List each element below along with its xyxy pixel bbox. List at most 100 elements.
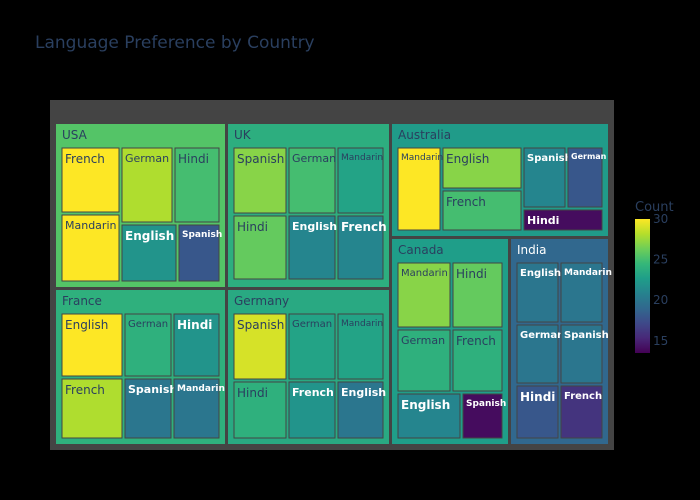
tile-india-mandarin[interactable] bbox=[560, 262, 603, 323]
tile-germany-hindi[interactable] bbox=[233, 381, 287, 439]
country-uk[interactable]: UK Spanish German Mandarin Hindi English Frenc… bbox=[228, 124, 389, 287]
tile-canada-french[interactable] bbox=[452, 329, 503, 392]
tile-germany-german[interactable] bbox=[288, 313, 336, 380]
tile-australia-hindi[interactable] bbox=[523, 209, 603, 231]
tile-canada-english[interactable] bbox=[397, 393, 461, 439]
tile-usa-hindi[interactable] bbox=[174, 147, 220, 223]
tile-label: Mandarin bbox=[65, 219, 117, 232]
tile-label: Mandarin bbox=[401, 268, 448, 279]
tile-label: German bbox=[401, 334, 445, 347]
tile-label: Spanish bbox=[527, 153, 572, 164]
tile-label: French bbox=[564, 391, 602, 402]
tile-label: Hindi bbox=[456, 267, 487, 281]
tile-india-german[interactable] bbox=[516, 324, 559, 384]
tile-usa-german[interactable] bbox=[121, 147, 173, 223]
tile-label: Hindi bbox=[237, 386, 268, 400]
tile-usa-french[interactable] bbox=[61, 147, 120, 213]
tile-germany-french[interactable] bbox=[288, 381, 336, 439]
tile-india-hindi[interactable] bbox=[516, 385, 559, 439]
tile-label: Spanish bbox=[237, 152, 284, 166]
tile-label: Spanish bbox=[466, 399, 506, 409]
tile-usa-mandarin[interactable] bbox=[61, 214, 120, 282]
tile-label: German bbox=[292, 319, 332, 330]
tile-france-mandarin[interactable] bbox=[173, 378, 220, 439]
tile-australia-mandarin[interactable] bbox=[397, 147, 441, 231]
tile-label: Mandarin bbox=[564, 268, 612, 278]
tile-australia-spanish[interactable] bbox=[523, 147, 566, 208]
tile-label: Mandarin bbox=[177, 384, 225, 394]
colorbar-gradient bbox=[635, 219, 650, 353]
tile-label: French bbox=[446, 195, 486, 209]
country-label: UK bbox=[234, 128, 252, 142]
country-label: Germany bbox=[234, 294, 289, 308]
tile-uk-german[interactable] bbox=[288, 147, 336, 214]
tile-germany-mandarin[interactable] bbox=[337, 313, 384, 380]
tile-uk-french[interactable] bbox=[337, 215, 384, 280]
tile-france-german[interactable] bbox=[124, 313, 172, 377]
tile-germany-english[interactable] bbox=[337, 381, 384, 439]
country-canada[interactable]: Canada Mandarin Hindi German French English Sp… bbox=[392, 239, 508, 444]
tile-label: Mandarin bbox=[401, 153, 443, 163]
tile-uk-mandarin[interactable] bbox=[337, 147, 384, 214]
tile-label: German bbox=[520, 330, 564, 341]
tile-canada-german[interactable] bbox=[397, 329, 451, 392]
tile-label: English bbox=[125, 229, 174, 243]
tile-usa-english[interactable] bbox=[121, 224, 177, 282]
country-germany[interactable]: Germany Spanish German Mandarin Hindi French E… bbox=[228, 290, 389, 444]
country-australia[interactable]: Australia Mandarin English French Spanish Ger… bbox=[392, 124, 608, 236]
tile-label: German bbox=[571, 152, 607, 161]
tile-usa-spanish[interactable] bbox=[178, 224, 220, 282]
tile-label: French bbox=[65, 383, 105, 397]
tile-germany-spanish[interactable] bbox=[233, 313, 287, 380]
country-label: France bbox=[62, 294, 102, 308]
colorbar-tick: 20 bbox=[653, 293, 668, 307]
country-india[interactable]: India English Mandarin German Spanish Hindi Fr… bbox=[511, 239, 612, 444]
tile-uk-spanish[interactable] bbox=[233, 147, 287, 214]
tile-label: Hindi bbox=[178, 152, 209, 166]
colorbar-tick: 25 bbox=[653, 253, 668, 267]
tile-label: Hindi bbox=[527, 214, 559, 227]
colorbar-tick: 30 bbox=[653, 212, 668, 226]
tile-canada-spanish[interactable] bbox=[462, 393, 503, 439]
tile-france-hindi[interactable] bbox=[173, 313, 220, 377]
tile-label: French bbox=[456, 334, 496, 348]
tile-france-french[interactable] bbox=[61, 378, 123, 439]
tile-canada-mandarin[interactable] bbox=[397, 262, 451, 328]
country-usa[interactable]: USA French German Hindi Mandarin English Spani… bbox=[56, 124, 225, 287]
tile-label: Spanish bbox=[182, 230, 222, 240]
tile-label: Spanish bbox=[237, 318, 284, 332]
tile-label: German bbox=[128, 319, 168, 330]
tile-label: French bbox=[341, 220, 387, 234]
colorbar: Count 15 20 25 30 bbox=[635, 200, 674, 353]
tile-label: English bbox=[401, 398, 450, 412]
tile-label: Spanish bbox=[564, 330, 609, 341]
tile-france-spanish[interactable] bbox=[124, 378, 172, 439]
tile-label: English bbox=[446, 152, 489, 166]
tile-australia-french[interactable] bbox=[442, 190, 522, 231]
tile-label: English bbox=[292, 220, 337, 233]
colorbar-tick: 15 bbox=[653, 334, 668, 348]
tile-label: Hindi bbox=[520, 390, 555, 404]
tile-label: French bbox=[292, 386, 334, 399]
tile-australia-german[interactable] bbox=[567, 147, 603, 208]
colorbar-title: Count bbox=[635, 200, 674, 215]
country-label: USA bbox=[62, 128, 88, 142]
tile-label: Spanish bbox=[128, 383, 177, 396]
tile-australia-english[interactable] bbox=[442, 147, 522, 189]
tile-label: English bbox=[520, 268, 561, 279]
chart-title: Language Preference by Country bbox=[35, 33, 315, 53]
tile-label: English bbox=[65, 318, 108, 332]
tile-canada-hindi[interactable] bbox=[452, 262, 503, 328]
tile-uk-hindi[interactable] bbox=[233, 215, 287, 280]
tile-france-english[interactable] bbox=[61, 313, 123, 377]
tile-india-english[interactable] bbox=[516, 262, 559, 323]
tile-uk-english[interactable] bbox=[288, 215, 336, 280]
tile-india-spanish[interactable] bbox=[560, 324, 603, 384]
tile-india-french[interactable] bbox=[560, 385, 603, 439]
country-france[interactable]: France English German Hindi French Spanish Man… bbox=[56, 290, 225, 444]
tile-label: Mandarin bbox=[341, 319, 383, 329]
tile-label: German bbox=[125, 152, 169, 165]
country-label: Australia bbox=[398, 128, 451, 142]
